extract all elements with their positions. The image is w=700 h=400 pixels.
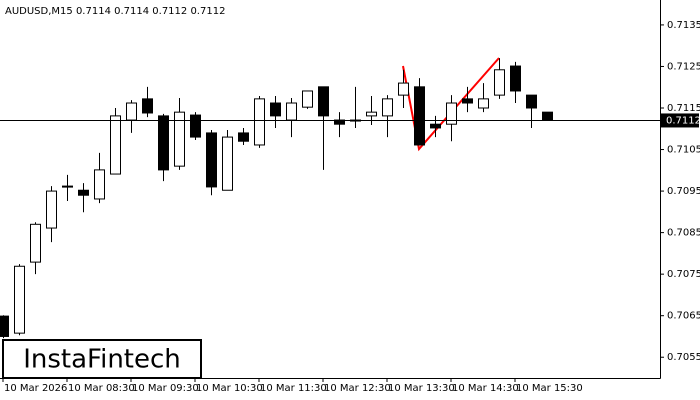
- candle-body: [430, 123, 441, 129]
- candle-body: [46, 190, 57, 229]
- candle-body: [318, 86, 329, 117]
- candle-body: [510, 65, 521, 92]
- candle-body: [222, 136, 233, 191]
- candle-body: [446, 102, 457, 125]
- logo: InstaFintech: [23, 345, 181, 375]
- x-tick-label: 10 Mar 11:30: [260, 383, 327, 394]
- candle-body: [526, 94, 537, 109]
- x-tick-label: 10 Mar 15:30: [516, 383, 583, 394]
- candle-body: [174, 111, 185, 167]
- x-tick-label: 10 Mar 13:30: [388, 383, 455, 394]
- candle-body: [494, 69, 505, 96]
- candle-body: [62, 185, 73, 188]
- candle-body: [270, 102, 281, 117]
- x-tick-label: 10 Mar 08:30: [68, 383, 135, 394]
- y-tick-label: 0.7055: [667, 352, 700, 363]
- candle-body: [110, 115, 121, 175]
- x-tick-label: 10 Mar 14:30: [452, 383, 519, 394]
- x-tick-label: 10 Mar 12:30: [324, 383, 391, 394]
- x-tick-label: 10 Mar 2026: [4, 383, 67, 394]
- candle-body: [0, 315, 9, 337]
- y-tick-label: 0.7065: [667, 311, 700, 322]
- candle-body: [142, 98, 153, 114]
- candle-body: [414, 86, 425, 146]
- candle-body: [254, 98, 265, 146]
- y-tick-label: 0.7095: [667, 186, 700, 197]
- candle-body: [478, 98, 489, 109]
- logo-box: [2, 339, 202, 379]
- candle-body: [382, 98, 393, 117]
- y-tick-label: 0.7105: [667, 145, 700, 156]
- candle-body: [158, 115, 169, 171]
- candle-body: [238, 132, 249, 142]
- y-tick-label: 0.7125: [667, 61, 700, 72]
- candle-body: [366, 111, 377, 117]
- candle-body: [94, 169, 105, 200]
- y-tick-label: 0.7085: [667, 228, 700, 239]
- last-price-box: [661, 113, 699, 128]
- x-tick-label: 10 Mar 10:30: [196, 383, 263, 394]
- candle-body: [126, 102, 137, 121]
- candle-body: [398, 82, 409, 96]
- candle-body: [78, 189, 89, 196]
- candle-body: [206, 132, 217, 188]
- y-tick-label: 0.7135: [667, 20, 700, 31]
- candle-body: [286, 102, 297, 121]
- candle-body: [302, 90, 313, 108]
- chart-title: AUDUSD,M15 0.7114 0.7114 0.7112 0.7112: [5, 6, 225, 17]
- candle-body: [542, 111, 553, 121]
- candle-body: [30, 223, 41, 263]
- y-tick-label: 0.7075: [667, 269, 700, 280]
- x-tick-label: 10 Mar 09:30: [132, 383, 199, 394]
- y-tick-label: 0.7115: [667, 103, 700, 114]
- last-price-label: 0.7112: [666, 115, 700, 126]
- candle-body: [14, 265, 25, 334]
- candle-body: [462, 98, 473, 104]
- candle-body: [190, 114, 201, 138]
